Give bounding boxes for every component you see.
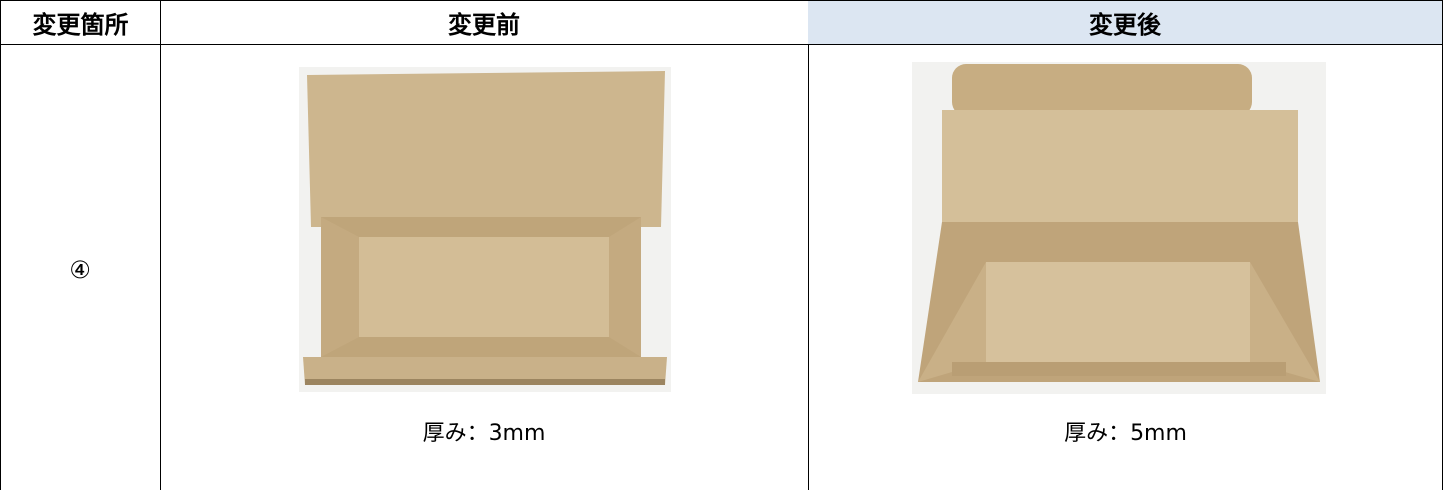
- header-cell: 変更箇所: [0, 0, 161, 45]
- header-cell: 変更前: [160, 0, 809, 45]
- location-cell: ④: [69, 256, 91, 284]
- border: [0, 44, 1, 490]
- caption: 厚み：5mm: [1064, 421, 1187, 446]
- header-cell: 変更後: [808, 0, 1443, 45]
- border: [808, 44, 809, 490]
- photo-before: [299, 67, 671, 392]
- photo-after: [912, 62, 1326, 394]
- caption: 厚み：3mm: [422, 421, 546, 446]
- border: [160, 44, 161, 490]
